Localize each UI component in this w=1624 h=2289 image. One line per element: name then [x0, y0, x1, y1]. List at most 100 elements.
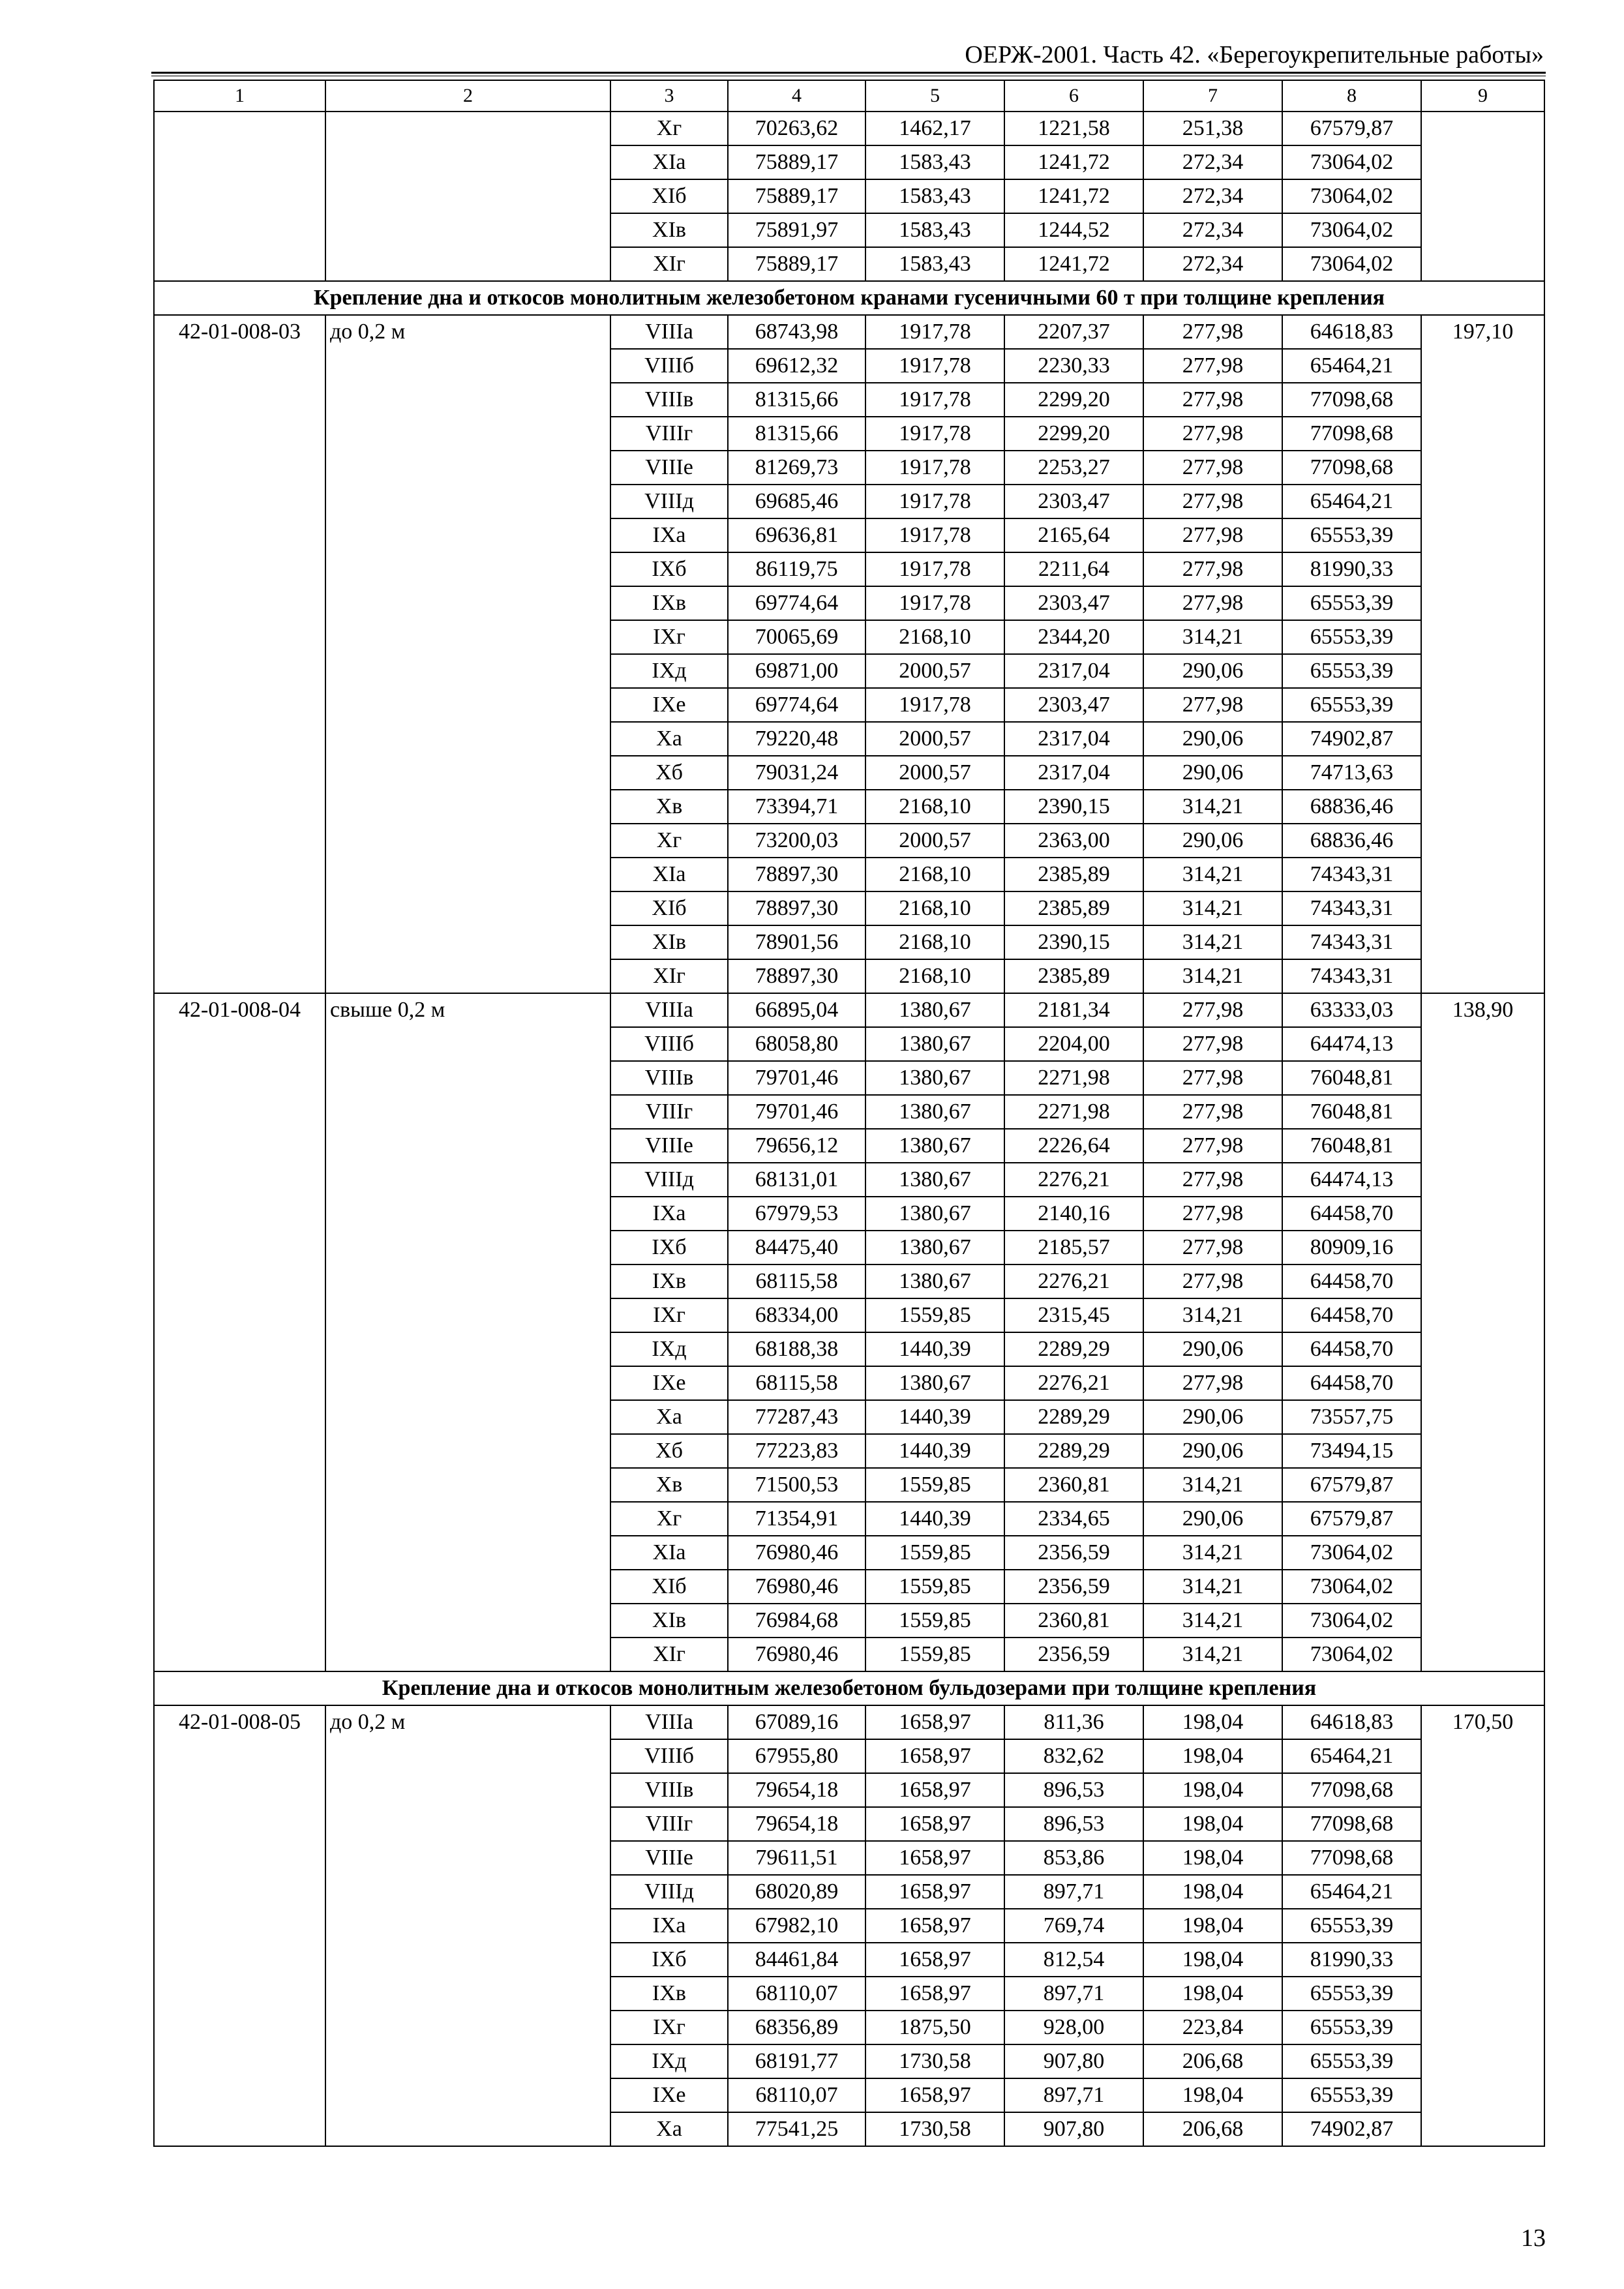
total-cost-cell: 73200,03	[727, 823, 866, 858]
column-number-header: 9	[1421, 80, 1545, 112]
table-row: VIIIб 69612,32 1917,78 2230,33 277,98 65464,2…	[154, 348, 1544, 383]
total-cost-cell: 77541,25	[727, 2112, 866, 2147]
total-cost-cell: 68191,77	[727, 2044, 866, 2079]
table-row: XIa 76980,46 1559,85 2356,59 314,21 73064,02	[154, 1535, 1544, 1570]
total-cost-cell: 70065,69	[727, 620, 866, 655]
machinist-wage-cell: 198,04	[1143, 1976, 1283, 2011]
table-row: XIв 76984,68 1559,85 2360,81 314,21 73064,02	[154, 1603, 1544, 1638]
materials-cost-cell: 73064,02	[1282, 179, 1422, 214]
labor-cost-cell: 1380,67	[865, 993, 1005, 1028]
machinist-wage-cell: 314,21	[1143, 1637, 1283, 1672]
machinist-wage-cell: 272,34	[1143, 247, 1283, 282]
labor-cost-cell: 1917,78	[865, 687, 1005, 723]
machine-cost-cell: 2204,00	[1004, 1026, 1144, 1062]
zone-cell: XIб	[610, 179, 729, 214]
table-row: Xг 73200,03 2000,57 2363,00 290,06 68836,46	[154, 823, 1544, 858]
machinist-wage-cell: 198,04	[1143, 1806, 1283, 1842]
section-heading-row: Крепление дна и откосов монолитным желез…	[153, 1671, 1545, 1706]
table-row: IXб 86119,75 1917,78 2211,64 277,98 81990,33	[154, 552, 1544, 587]
materials-cost-cell: 65553,39	[1282, 518, 1422, 553]
materials-cost-cell: 73494,15	[1282, 1433, 1422, 1469]
header-divider	[151, 72, 1546, 76]
machine-cost-cell: 2289,29	[1004, 1433, 1144, 1469]
zone-cell: Xa	[610, 721, 729, 756]
machine-cost-cell: 2356,59	[1004, 1535, 1144, 1570]
table-row: VIIIг 81315,66 1917,78 2299,20 277,98 77098,6…	[154, 416, 1544, 451]
labor-cost-cell: 2168,10	[865, 959, 1005, 994]
zone-cell: VIIIв	[610, 1773, 729, 1808]
table-row: VIIIд 68020,89 1658,97 897,71 198,04 65464,21	[154, 1874, 1544, 1909]
labor-cost-cell: 1440,39	[865, 1399, 1005, 1435]
total-cost-cell: 69636,81	[727, 518, 866, 553]
table-row: 42-01-008-03 до 0,2 м VIIIa 68743,98 1917,78…	[153, 314, 1545, 994]
table-row: IXe 68110,07 1658,97 897,71 198,04 65553,39	[154, 2078, 1544, 2113]
labor-cost-cell: 1583,43	[865, 213, 1005, 248]
table-row: Xб 79031,24 2000,57 2317,04 290,06 74713,63	[154, 755, 1544, 790]
total-cost-cell: 75891,97	[727, 213, 866, 248]
total-cost-cell: 67955,80	[727, 1739, 866, 1774]
zone-cell: VIIIe	[610, 1840, 729, 1876]
zone-cell: IXг	[610, 2010, 729, 2045]
table-row: IXa 69636,81 1917,78 2165,64 277,98 65553,39	[154, 518, 1544, 553]
zone-cell: VIIIд	[610, 1874, 729, 1909]
labor-cost-cell: 1875,50	[865, 2010, 1005, 2045]
machine-cost-cell: 2390,15	[1004, 789, 1144, 824]
machinist-wage-cell: 277,98	[1143, 552, 1283, 587]
zone-cell: VIIIa	[610, 993, 729, 1028]
materials-cost-cell: 68836,46	[1282, 823, 1422, 858]
materials-cost-cell: 77098,68	[1282, 382, 1422, 417]
document-header-title: ОЕРЖ-2001. Часть 42. «Берегоукрепительны…	[965, 41, 1544, 68]
machine-cost-cell: 907,80	[1004, 2112, 1144, 2147]
zone-cell: Xг	[610, 1501, 729, 1536]
materials-cost-cell: 76048,81	[1282, 1128, 1422, 1163]
labor-cost-cell: 1730,58	[865, 2044, 1005, 2079]
machine-cost-cell: 2344,20	[1004, 620, 1144, 655]
machine-cost-cell: 2317,04	[1004, 721, 1144, 756]
machinist-wage-cell: 314,21	[1143, 1535, 1283, 1570]
table-row: 42-01-008-05 до 0,2 м VIIIa 67089,16 1658,97…	[153, 1705, 1545, 2147]
zone-cell: IXд	[610, 1332, 729, 1367]
section-heading-row: Крепление дна и откосов монолитным желез…	[153, 280, 1545, 316]
zone-cell: Xб	[610, 755, 729, 790]
labor-cost-cell: 1583,43	[865, 145, 1005, 180]
table-body: 1 2 3 4 5 6 7 8 9 Xг 70263,62 1462,17 1221,58 251,38 6…	[153, 80, 1545, 2147]
machinist-wage-cell: 277,98	[1143, 1196, 1283, 1231]
materials-cost-cell: 73064,02	[1282, 1535, 1422, 1570]
zone-cell: IXa	[610, 1196, 729, 1231]
materials-cost-cell: 76048,81	[1282, 1094, 1422, 1130]
labor-cost-cell: 1440,39	[865, 1501, 1005, 1536]
materials-cost-cell: 65553,39	[1282, 2010, 1422, 2045]
table-row: XIг 76980,46 1559,85 2356,59 314,21 73064,02	[154, 1637, 1544, 1672]
machinist-wage-cell: 277,98	[1143, 993, 1283, 1028]
machinist-wage-cell: 290,06	[1143, 1399, 1283, 1435]
total-cost-cell: 68115,58	[727, 1366, 866, 1401]
machinist-wage-cell: 290,06	[1143, 1501, 1283, 1536]
machine-cost-cell: 2207,37	[1004, 314, 1144, 350]
machine-cost-cell: 896,53	[1004, 1806, 1144, 1842]
table-row: 42-01-008-04 свыше 0,2 м VIIIa 66895,04 1380…	[153, 993, 1545, 1672]
zone-cell: XIa	[610, 145, 729, 180]
materials-cost-cell: 77098,68	[1282, 450, 1422, 485]
machine-cost-cell: 2385,89	[1004, 891, 1144, 926]
table-row: Xв 71500,53 1559,85 2360,81 314,21 67579,87	[154, 1467, 1544, 1503]
machinist-wage-cell: 277,98	[1143, 484, 1283, 519]
machinist-wage-cell: 198,04	[1143, 1840, 1283, 1876]
machinist-wage-cell: 272,34	[1143, 213, 1283, 248]
table-row: Xб 77223,83 1440,39 2289,29 290,06 73494,15	[154, 1433, 1544, 1469]
machine-cost-cell: 907,80	[1004, 2044, 1144, 2079]
labor-cost-cell: 1658,97	[865, 2078, 1005, 2113]
materials-cost-cell: 64458,70	[1282, 1264, 1422, 1299]
machine-cost-cell: 2226,64	[1004, 1128, 1144, 1163]
zone-cell: IXб	[610, 1230, 729, 1265]
table-row: XIб 76980,46 1559,85 2356,59 314,21 73064,02	[154, 1569, 1544, 1604]
labor-cost-cell: 1917,78	[865, 518, 1005, 553]
total-cost-cell: 68115,58	[727, 1264, 866, 1299]
zone-cell: IXв	[610, 1264, 729, 1299]
materials-cost-cell: 67579,87	[1282, 111, 1422, 146]
total-cost-cell: 67982,10	[727, 1908, 866, 1943]
machinist-wage-cell: 314,21	[1143, 1603, 1283, 1638]
machine-cost-cell: 897,71	[1004, 1976, 1144, 2011]
zone-cell: Xг	[610, 111, 729, 146]
labor-cost-cell: 1658,97	[865, 1739, 1005, 1774]
